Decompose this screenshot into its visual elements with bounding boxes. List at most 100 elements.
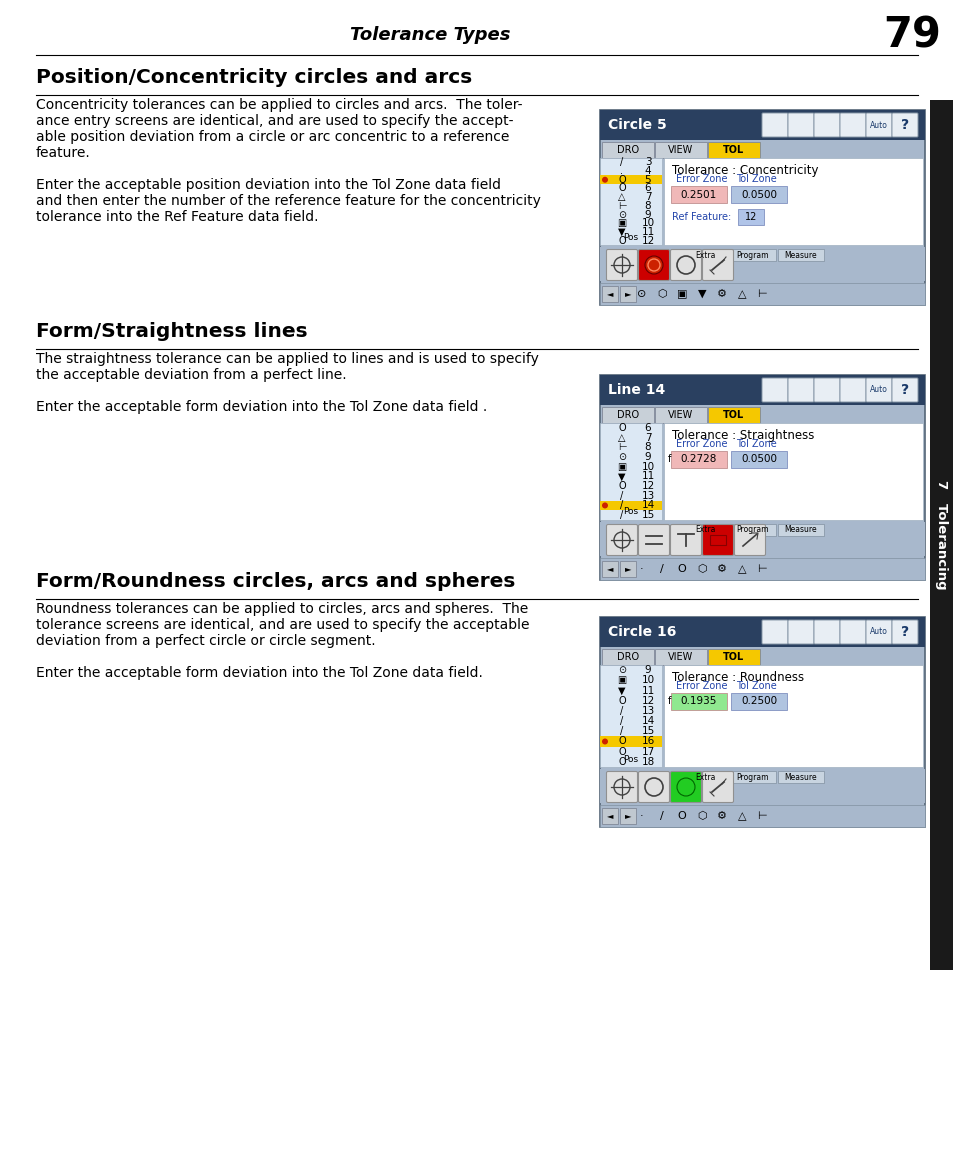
Text: ⊢: ⊢ [757, 289, 766, 299]
FancyBboxPatch shape [840, 112, 865, 137]
Text: ⊙: ⊙ [618, 452, 625, 462]
FancyBboxPatch shape [738, 209, 763, 225]
FancyBboxPatch shape [606, 249, 637, 280]
Text: 16: 16 [640, 736, 654, 746]
Text: .: . [619, 166, 623, 176]
Text: DRO: DRO [617, 653, 639, 662]
FancyBboxPatch shape [599, 175, 661, 184]
Text: ⊢: ⊢ [618, 443, 625, 452]
Text: ⊢: ⊢ [618, 201, 625, 211]
Text: Error Zone: Error Zone [676, 174, 727, 184]
Text: ▣: ▣ [617, 461, 626, 472]
Text: ⚙: ⚙ [717, 289, 726, 299]
Text: 0.2728: 0.2728 [680, 454, 717, 465]
Text: 10: 10 [640, 218, 654, 228]
FancyBboxPatch shape [655, 407, 706, 423]
Text: ⬡: ⬡ [697, 564, 706, 574]
FancyBboxPatch shape [778, 524, 823, 535]
FancyBboxPatch shape [730, 185, 786, 203]
FancyBboxPatch shape [599, 501, 661, 510]
FancyBboxPatch shape [681, 249, 727, 261]
FancyBboxPatch shape [761, 112, 787, 137]
Text: f: f [667, 454, 671, 465]
Text: Measure: Measure [784, 525, 817, 534]
FancyBboxPatch shape [761, 378, 787, 402]
Text: /: / [659, 564, 663, 574]
Text: Enter the acceptable form deviation into the Tol Zone data field.: Enter the acceptable form deviation into… [36, 666, 482, 680]
Text: 12: 12 [640, 235, 654, 246]
FancyBboxPatch shape [865, 378, 891, 402]
Text: 11: 11 [640, 472, 654, 481]
Text: VIEW: VIEW [668, 410, 693, 420]
FancyBboxPatch shape [840, 620, 865, 644]
FancyBboxPatch shape [778, 771, 823, 783]
Text: O: O [618, 175, 625, 184]
Text: TOL: TOL [722, 410, 744, 420]
FancyBboxPatch shape [929, 100, 953, 970]
Text: Tolerance : Straightness: Tolerance : Straightness [671, 429, 814, 442]
Text: /: / [619, 510, 623, 520]
Text: ⊙: ⊙ [618, 665, 625, 675]
Text: 14: 14 [640, 501, 654, 510]
Text: Tol Zone: Tol Zone [735, 681, 776, 691]
Text: 0.1935: 0.1935 [680, 697, 717, 707]
FancyBboxPatch shape [638, 249, 669, 280]
Text: O: O [618, 235, 625, 246]
FancyBboxPatch shape [865, 112, 891, 137]
FancyBboxPatch shape [681, 524, 727, 535]
FancyBboxPatch shape [599, 247, 924, 280]
Text: /: / [619, 727, 623, 736]
Text: Extra: Extra [694, 525, 715, 534]
FancyBboxPatch shape [599, 376, 924, 580]
Text: 15: 15 [640, 727, 654, 736]
Text: Error Zone: Error Zone [676, 681, 727, 691]
Text: the acceptable deviation from a perfect line.: the acceptable deviation from a perfect … [36, 369, 346, 382]
Text: ▣: ▣ [617, 676, 626, 685]
Text: Pos: Pos [622, 508, 638, 517]
FancyBboxPatch shape [778, 249, 823, 261]
FancyBboxPatch shape [891, 378, 917, 402]
Text: ▣: ▣ [617, 218, 626, 228]
Text: 12: 12 [744, 212, 757, 223]
Text: 11: 11 [640, 227, 654, 236]
Text: /: / [619, 490, 623, 501]
Text: Ref Feature:: Ref Feature: [671, 212, 731, 223]
Text: ?: ? [900, 382, 908, 398]
Text: Form/Straightness lines: Form/Straightness lines [36, 322, 307, 341]
Text: 7: 7 [644, 432, 651, 443]
Text: 14: 14 [640, 716, 654, 726]
FancyBboxPatch shape [681, 771, 727, 783]
Text: ◄: ◄ [606, 811, 613, 821]
FancyBboxPatch shape [701, 525, 733, 555]
Text: ▼: ▼ [618, 227, 625, 236]
Text: ⊙: ⊙ [637, 289, 646, 299]
Text: 6: 6 [644, 183, 651, 194]
Text: Measure: Measure [784, 250, 817, 260]
FancyBboxPatch shape [663, 665, 923, 767]
Text: ⊢: ⊢ [757, 811, 766, 821]
FancyBboxPatch shape [655, 143, 706, 158]
Text: Circle 16: Circle 16 [607, 625, 676, 639]
Text: Extra: Extra [694, 250, 715, 260]
FancyBboxPatch shape [729, 524, 775, 535]
FancyBboxPatch shape [734, 525, 764, 555]
Text: △: △ [618, 432, 625, 443]
Text: ?: ? [900, 625, 908, 639]
FancyBboxPatch shape [707, 649, 760, 665]
FancyBboxPatch shape [619, 561, 636, 577]
FancyBboxPatch shape [729, 771, 775, 783]
FancyBboxPatch shape [599, 110, 924, 140]
Text: 13: 13 [640, 706, 654, 716]
Text: /: / [619, 158, 623, 167]
FancyBboxPatch shape [670, 185, 726, 203]
FancyBboxPatch shape [606, 525, 637, 555]
Text: Program: Program [736, 773, 768, 781]
Text: Auto: Auto [869, 627, 887, 636]
Text: O: O [618, 757, 625, 767]
Text: ◄: ◄ [606, 564, 613, 574]
Text: ?: ? [900, 118, 908, 132]
FancyBboxPatch shape [670, 525, 700, 555]
Text: ·: · [639, 564, 643, 574]
FancyBboxPatch shape [891, 112, 917, 137]
Text: Tolerance Types: Tolerance Types [350, 25, 510, 44]
